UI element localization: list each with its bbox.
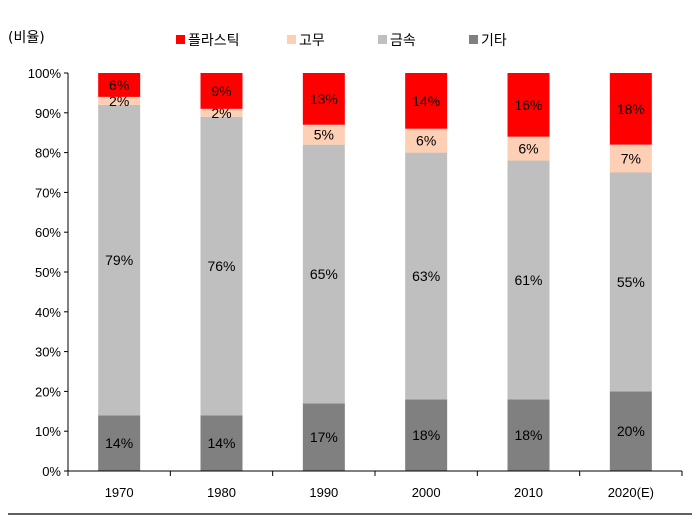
y-tick-label: 80%	[35, 146, 61, 161]
data-label: 20%	[617, 423, 645, 439]
bar-segment	[609, 73, 652, 145]
x-tick-label: 1990	[309, 485, 338, 500]
bar-segment	[98, 104, 141, 416]
legend-swatch	[176, 35, 185, 44]
legend-swatch	[469, 35, 478, 44]
y-tick-label: 90%	[35, 106, 61, 121]
legend: 플라스틱 고무 금속 기타	[176, 33, 507, 49]
legend-label: 고무	[299, 33, 325, 49]
bar-segment	[507, 136, 550, 161]
data-label: 18%	[617, 101, 645, 117]
x-tick-label: 1970	[105, 485, 134, 500]
bar-segment	[405, 128, 448, 153]
bar-segment	[98, 96, 141, 105]
plot-area: 14%79%2%6%14%76%2%9%17%65%5%13%18%63%6%1…	[98, 73, 652, 471]
data-label: 6%	[109, 77, 129, 93]
bar-segment	[302, 144, 345, 404]
data-label: 63%	[412, 268, 440, 284]
y-tick-label: 40%	[35, 305, 61, 320]
data-label: 18%	[412, 427, 440, 443]
bar-segment	[302, 73, 345, 125]
bar-segment	[507, 399, 550, 471]
legend-swatch	[378, 35, 387, 44]
x-tick-label: 1980	[207, 485, 236, 500]
y-tick-label: 20%	[35, 384, 61, 399]
data-label: 61%	[514, 272, 542, 288]
data-label: 9%	[211, 83, 231, 99]
bar-segment	[200, 415, 243, 471]
data-label: 7%	[621, 151, 641, 167]
y-tick-label: 50%	[35, 265, 61, 280]
x-tick-label: 2020(E)	[608, 485, 654, 500]
bar-segment	[200, 116, 243, 416]
bar-segment	[200, 73, 243, 109]
bar-segment	[405, 73, 448, 129]
y-tick-label: 100%	[28, 66, 62, 81]
bar-segment	[507, 73, 550, 137]
y-axis: 0% 10% 20% 30% 40% 50% 60% 70% 80% 90% 100%	[28, 66, 69, 479]
data-label: 14%	[412, 93, 440, 109]
data-label: 55%	[617, 274, 645, 290]
bar-segment	[609, 172, 652, 392]
y-tick-label: 70%	[35, 185, 61, 200]
data-label: 14%	[105, 435, 133, 451]
legend-label: 금속	[390, 33, 416, 49]
y-tick-label: 30%	[35, 345, 61, 360]
y-tick-label: 60%	[35, 225, 61, 240]
y-tick-label: 0%	[42, 464, 61, 479]
bar-segment	[507, 160, 550, 400]
y-unit-label: (비율)	[8, 30, 45, 46]
data-label: 79%	[105, 252, 133, 268]
data-label: 18%	[514, 427, 542, 443]
y-tick-label: 10%	[35, 424, 61, 439]
bar-segment	[302, 124, 345, 145]
legend-label: 기타	[481, 33, 507, 49]
data-label: 65%	[310, 266, 338, 282]
legend-label: 플라스틱	[188, 33, 240, 49]
data-label: 5%	[314, 127, 334, 143]
x-tick-label: 2000	[412, 485, 441, 500]
bar-segment	[98, 73, 141, 97]
bar-segment	[609, 144, 652, 173]
legend-swatch	[287, 35, 296, 44]
data-label: 6%	[518, 141, 538, 157]
bar-segment	[200, 108, 243, 117]
data-label: 13%	[310, 91, 338, 107]
x-axis: 1970 1980 1990 2000 2010 2020(E)	[67, 470, 683, 500]
data-label: 6%	[416, 133, 436, 149]
data-label: 14%	[207, 435, 235, 451]
bar-segment	[609, 391, 652, 471]
x-tick-label: 2010	[514, 485, 543, 500]
bar-segment	[98, 415, 141, 471]
bar-segment	[405, 399, 448, 471]
bar-segment	[302, 403, 345, 471]
bar-segment	[405, 152, 448, 400]
data-label: 76%	[207, 258, 235, 274]
data-label: 16%	[514, 97, 542, 113]
data-label: 17%	[310, 429, 338, 445]
